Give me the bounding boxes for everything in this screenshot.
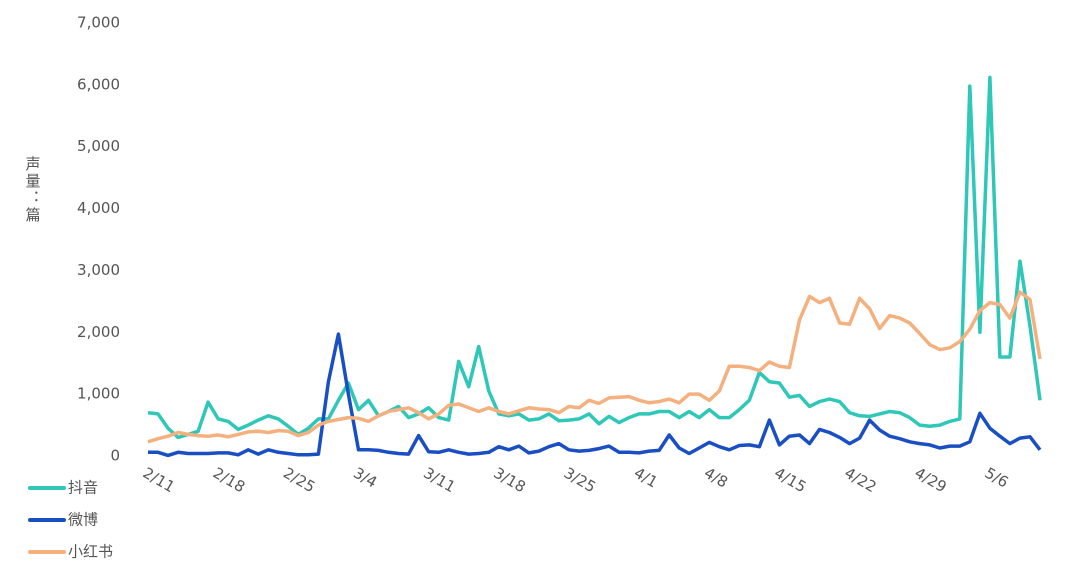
x-tick-label: 4/8 — [701, 464, 731, 492]
y-tick-label: 5,000 — [77, 137, 120, 155]
x-tick-label: 4/29 — [911, 464, 949, 496]
legend-label: 抖音 — [68, 479, 98, 497]
y-tick-label: 0 — [110, 447, 120, 465]
y-axis-title: 声量：篇 — [24, 155, 42, 224]
y-tick-label: 7,000 — [77, 14, 120, 32]
x-tick-label: 2/11 — [140, 464, 178, 496]
legend-label: 微博 — [68, 511, 98, 529]
x-tick-label: 5/6 — [982, 464, 1012, 492]
x-tick-label: 4/15 — [771, 464, 809, 496]
x-tick-label: 3/25 — [561, 464, 599, 496]
x-tick-label: 3/18 — [491, 464, 529, 496]
x-tick-label: 4/22 — [841, 464, 879, 496]
series-line — [148, 332, 1042, 458]
x-tick-label: 3/11 — [420, 464, 458, 496]
series-line — [147, 75, 1042, 440]
x-tick-label: 4/1 — [631, 464, 661, 492]
series-line — [147, 290, 1042, 444]
x-tick-label: 2/25 — [280, 464, 318, 496]
y-tick-label: 6,000 — [77, 75, 120, 93]
y-tick-label: 3,000 — [77, 261, 120, 279]
y-tick-label: 1,000 — [77, 385, 120, 403]
y-tick-label: 4,000 — [77, 199, 120, 217]
y-tick-label: 2,000 — [77, 323, 120, 341]
x-tick-label: 3/4 — [350, 464, 380, 492]
legend-label: 小红书 — [68, 543, 113, 561]
x-tick-label: 2/18 — [210, 464, 248, 496]
